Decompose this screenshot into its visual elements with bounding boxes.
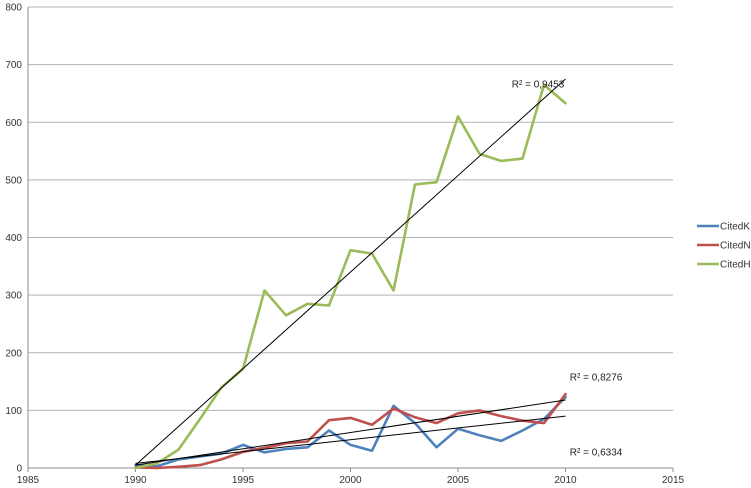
- trendlines: [135, 78, 566, 466]
- y-tick-label: 700: [5, 60, 22, 71]
- trendline-citedn: [135, 399, 566, 466]
- x-tick-label: 1995: [232, 475, 255, 486]
- r2-labels: R² = 0,9453 R² = 0,8276 R² = 0,6334: [512, 80, 623, 459]
- y-tick-label: 0: [16, 464, 22, 475]
- x-tick-label: 2015: [662, 475, 685, 486]
- legend-label-citedn: CitedN: [720, 241, 751, 252]
- y-tick-label: 100: [5, 406, 22, 417]
- r2-label-citedk: R² = 0,6334: [570, 447, 623, 458]
- trendline-citedk: [135, 415, 566, 464]
- x-tick-label: 2010: [554, 475, 577, 486]
- legend-label-citedh: CitedH: [720, 260, 751, 271]
- y-tick-label: 200: [5, 348, 22, 359]
- r2-label-citedh: R² = 0,9453: [512, 80, 565, 91]
- series-line-citedn: [134, 392, 567, 470]
- legend: CitedK CitedN CitedH: [697, 222, 751, 271]
- series-line-citedh: [134, 83, 567, 470]
- y-tick-label: 500: [5, 175, 22, 186]
- trendline-citedh: [135, 78, 566, 466]
- y-tick-label: 400: [5, 233, 22, 244]
- r2-label-citedn: R² = 0,8276: [570, 372, 623, 383]
- y-tick-label: 800: [5, 3, 22, 14]
- tick-labels: 0 100 200 300 400 500 600 700 800 1985 1990 1995 200…: [5, 3, 684, 487]
- y-tick-label: 300: [5, 291, 22, 302]
- gridlines: [28, 6, 673, 411]
- x-tick-label: 2000: [339, 475, 362, 486]
- y-tick-label: 600: [5, 118, 22, 129]
- x-tick-label: 2005: [447, 475, 470, 486]
- x-tick-label: 1985: [17, 475, 40, 486]
- x-tick-label: 1990: [124, 475, 147, 486]
- legend-label-citedk: CitedK: [720, 222, 750, 233]
